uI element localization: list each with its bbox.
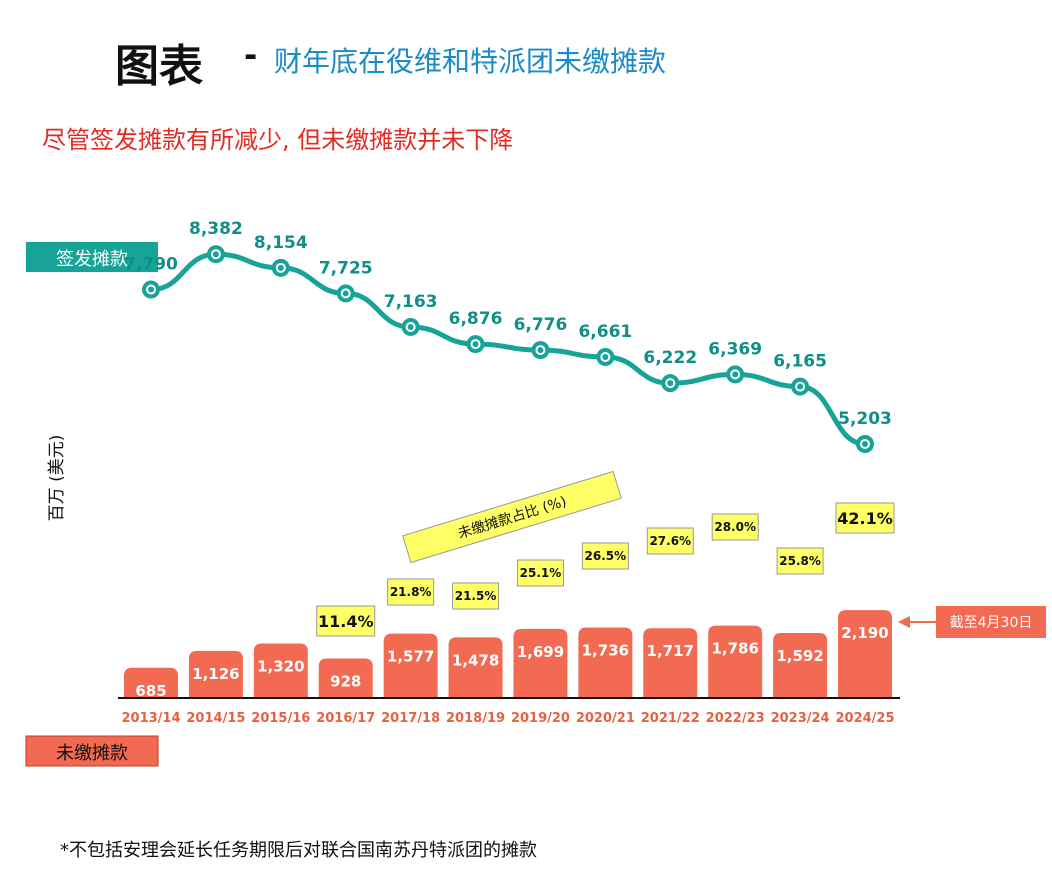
x-tick-label: 2014/15	[186, 711, 245, 726]
percent-label: 25.8%	[779, 554, 821, 568]
line-value-label: 6,222	[643, 348, 697, 368]
percent-label: 21.8%	[390, 585, 432, 599]
line-value-label: 7,163	[384, 292, 438, 312]
x-tick-label: 2017/18	[381, 711, 440, 726]
annotation-label: 截至4月30日	[950, 615, 1033, 631]
percent-label: 11.4%	[318, 612, 374, 631]
bar-2021/22	[643, 628, 698, 697]
percent-box	[516, 559, 564, 587]
bar-value-label: 1,786	[711, 640, 758, 658]
footnote: *不包括安理会延长任务期限后对联合国南苏丹特派团的摊款	[60, 840, 537, 861]
bar-2020/21	[578, 627, 633, 697]
percent-label: 21.5%	[455, 589, 497, 603]
bar-value-label: 1,736	[582, 642, 629, 660]
line-point-core	[212, 251, 219, 258]
line-value-label: 7,725	[319, 258, 373, 278]
x-tick-label: 2024/25	[835, 711, 894, 726]
x-tick-label: 2022/23	[706, 711, 765, 726]
percent-label: 28.0%	[714, 520, 756, 534]
line-value-label: 7,790	[124, 255, 178, 275]
x-tick-label: 2018/19	[446, 711, 505, 726]
x-tick-label: 2020/21	[576, 711, 635, 726]
x-tick-label: 2023/24	[771, 711, 830, 726]
percent-label: 25.1%	[520, 566, 562, 580]
line-value-label: 6,369	[708, 339, 762, 359]
chart-title: 图表	[115, 41, 203, 92]
line-value-label: 8,154	[254, 233, 308, 253]
bar-value-label: 1,592	[776, 647, 823, 665]
percent-box	[452, 582, 500, 610]
x-tick-label: 2015/16	[251, 711, 310, 726]
bar-value-label: 685	[135, 682, 166, 700]
bar-value-label: 928	[330, 672, 361, 690]
percent-label: 27.6%	[649, 534, 691, 548]
line-value-label: 6,165	[773, 352, 827, 372]
bar-2014/15	[188, 650, 243, 697]
percent-box	[316, 605, 376, 637]
annotation-arrowhead	[898, 616, 910, 628]
bar-2022/23	[708, 625, 763, 697]
x-tick-label: 2016/17	[316, 711, 375, 726]
percent-box	[646, 527, 694, 555]
line-point-core	[797, 383, 804, 390]
line-point-core	[407, 323, 414, 330]
line-point-core	[732, 371, 739, 378]
percent-box	[776, 547, 824, 575]
line-legend-box	[26, 242, 158, 272]
bar-value-label: 1,478	[452, 651, 499, 669]
bar-value-label: 1,717	[647, 642, 694, 660]
bar-value-label: 1,126	[192, 665, 239, 683]
chart-tagline: 尽管签发摊款有所减少, 但未缴摊款并未下降	[42, 126, 514, 154]
percent-box	[711, 513, 759, 541]
bar-2024/25	[838, 610, 892, 697]
percent-box	[581, 542, 629, 570]
line-value-label: 6,776	[514, 315, 568, 335]
y-axis-label: 百万 (美元)	[47, 435, 67, 522]
line-point-core	[667, 380, 674, 387]
line-point-core	[862, 441, 868, 447]
line-legend-label: 签发摊款	[56, 249, 128, 270]
line-value-label: 6,661	[578, 322, 632, 342]
line-value-label: 5,203	[838, 409, 892, 429]
percent-box	[387, 578, 435, 606]
annotation-box	[936, 606, 1046, 638]
bar-2018/19	[448, 637, 503, 697]
line-point-core	[537, 347, 544, 354]
line-point-core	[472, 341, 479, 348]
bar-2023/24	[773, 633, 828, 697]
line-point-core	[342, 290, 349, 297]
percent-label: 26.5%	[585, 549, 627, 563]
chart-subtitle: 财年底在役维和特派团未缴摊款	[274, 45, 667, 78]
bar-value-label: 1,577	[387, 648, 434, 666]
percent-label: 42.1%	[837, 509, 893, 528]
bar-2015/16	[253, 643, 308, 697]
line-series	[148, 251, 868, 447]
bar-2017/18	[383, 633, 438, 697]
bar-2013/14	[124, 667, 178, 697]
bar-legend-label: 未缴摊款	[56, 743, 128, 764]
line-point-core	[602, 353, 609, 360]
bar-value-label: 1,320	[257, 657, 304, 675]
x-tick-label: 2013/14	[121, 711, 180, 726]
bar-value-label: 2,190	[841, 624, 888, 642]
bar-legend-box	[25, 735, 159, 767]
line-point-core	[148, 286, 154, 293]
bar-2019/20	[513, 628, 568, 697]
percent-box	[835, 502, 895, 534]
line-value-label: 8,382	[189, 219, 243, 239]
bar-value-label: 1,699	[517, 643, 564, 661]
line-value-label: 6,876	[449, 309, 503, 329]
line-point-core	[277, 264, 284, 271]
title-dash: -	[244, 36, 258, 74]
bar-2016/17	[318, 658, 373, 697]
x-tick-label: 2021/22	[641, 711, 700, 726]
x-tick-label: 2019/20	[511, 711, 570, 726]
